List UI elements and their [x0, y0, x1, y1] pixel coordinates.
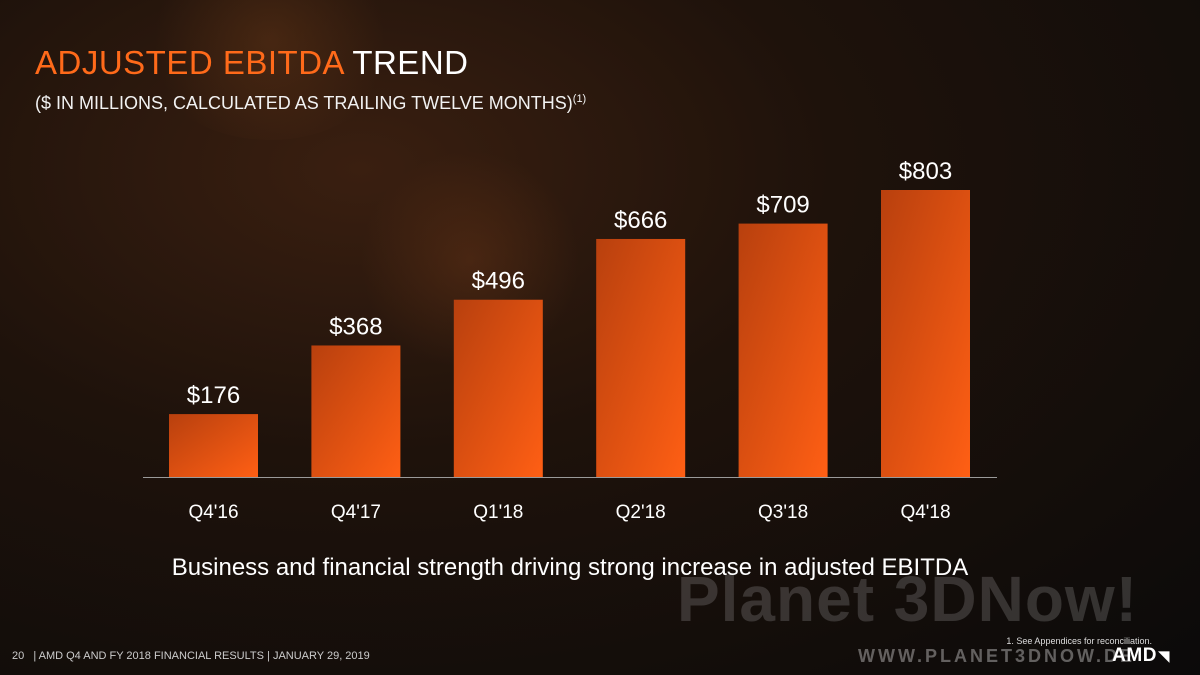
title-rest: TREND: [352, 44, 469, 81]
x-tick-label: Q2'18: [616, 502, 666, 523]
title-accent: ADJUSTED EBITDA: [35, 44, 344, 81]
ebitda-bar-chart: $176 Q4'16 $368 Q4'17 $496 Q1'18 $666 Q2'18 $709…: [143, 158, 997, 523]
x-tick-label: Q1'18: [473, 502, 523, 523]
bar-Q4'16: [169, 414, 258, 477]
amd-logo-text: AMD: [1112, 645, 1157, 666]
data-label: $496: [472, 268, 525, 295]
subtitle-text: ($ IN MILLIONS, CALCULATED AS TRAILING T…: [35, 93, 573, 113]
footnote-marker: (1): [572, 93, 587, 105]
amd-arrow-icon: ◥: [1157, 648, 1170, 665]
watermark-logo: Planet 3DNow!: [676, 563, 1138, 635]
slide-title: ADJUSTED EBITDA TREND: [35, 44, 468, 82]
x-tick-label: Q4'18: [900, 502, 950, 523]
x-tick-label: Q3'18: [758, 502, 808, 523]
watermark-url: WWW.PLANET3DNOW.DE: [858, 646, 1135, 666]
slide-subtitle: ($ IN MILLIONS, CALCULATED AS TRAILING T…: [35, 93, 586, 114]
bar-Q1'18: [453, 299, 543, 477]
bar-Q4'17: [311, 345, 401, 477]
data-label: $176: [187, 382, 240, 409]
footnote: 1. See Appendices for reconciliation.: [1006, 636, 1152, 646]
tagline: Business and financial strength driving …: [171, 554, 969, 581]
page-number: 20: [12, 650, 25, 662]
x-tick-label: Q4'16: [188, 502, 238, 523]
footer-text: | AMD Q4 AND FY 2018 FINANCIAL RESULTS |…: [33, 650, 370, 662]
x-tick-label: Q4'17: [331, 502, 381, 523]
data-label: $368: [329, 313, 382, 340]
bar-Q2'18: [596, 238, 686, 477]
bar-Q4'18: [881, 190, 970, 477]
data-label: $709: [756, 192, 809, 219]
slide-footer: 20 | AMD Q4 AND FY 2018 FINANCIAL RESULT…: [12, 650, 370, 662]
data-label: $666: [614, 207, 667, 234]
amd-logo: AMD◥: [1112, 645, 1170, 667]
bar-Q3'18: [738, 223, 828, 477]
data-label: $803: [899, 158, 952, 185]
